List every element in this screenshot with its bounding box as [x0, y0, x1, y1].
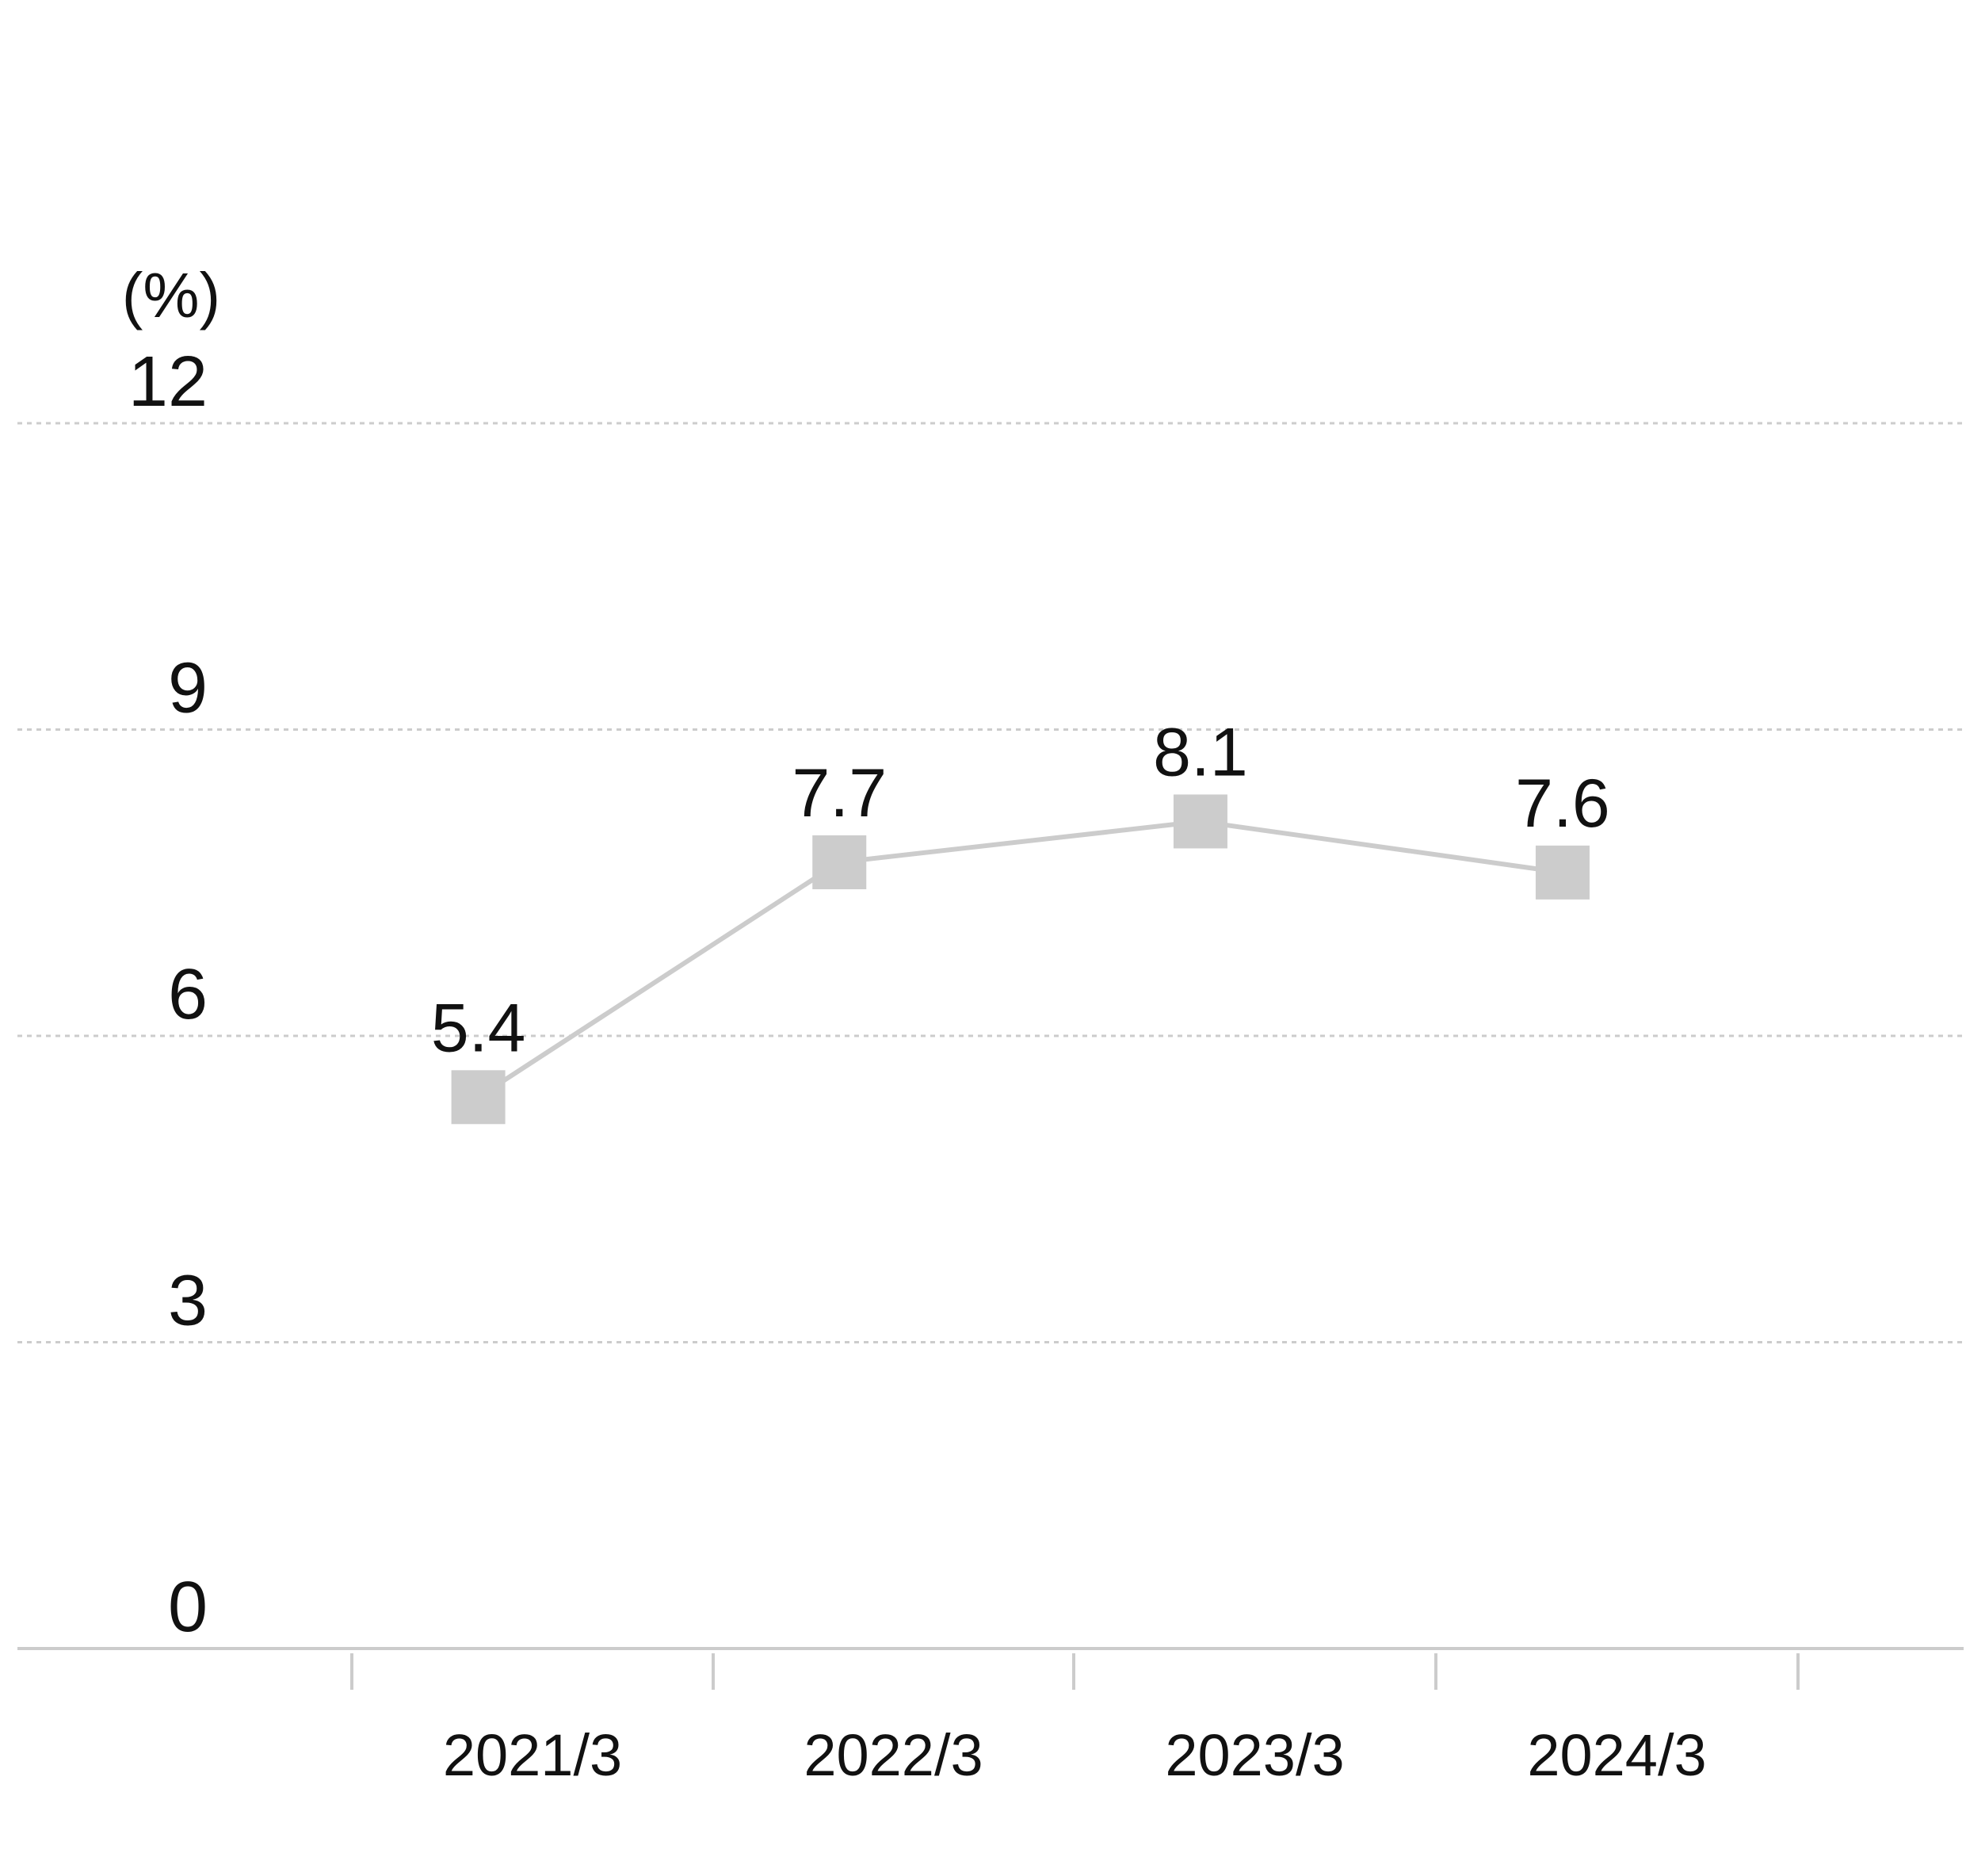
series — [451, 794, 1590, 1125]
y-unit-label: (%) — [122, 260, 220, 330]
series-line — [476, 819, 1563, 1099]
x-tick-label-2: 2023/3 — [1165, 1722, 1344, 1788]
x-tick-label-0: 2021/3 — [443, 1722, 622, 1788]
gridlines — [17, 422, 1964, 1343]
marker-2023/3 — [1173, 794, 1227, 849]
y-axis-ticks: 0 3 6 9 12 — [128, 342, 208, 1647]
x-axis-ticks: 2021/3 2022/3 2023/3 2024/3 — [443, 1722, 1707, 1788]
y-tick-label-9: 9 — [168, 649, 208, 728]
data-label-2023/3: 8.1 — [1153, 714, 1248, 790]
data-label-2021/3: 5.4 — [431, 990, 526, 1066]
marker-2022/3 — [812, 835, 867, 889]
x-axis — [17, 1647, 1964, 1690]
x-tick-label-1: 2022/3 — [804, 1722, 983, 1788]
y-tick-label-6: 6 — [168, 955, 208, 1034]
marker-2021/3 — [451, 1070, 506, 1125]
marker-2024/3 — [1535, 845, 1590, 900]
x-tick-label-3: 2024/3 — [1527, 1722, 1706, 1788]
data-label-2024/3: 7.6 — [1515, 766, 1610, 842]
data-labels: 5.4 7.7 8.1 7.6 — [431, 714, 1610, 1066]
y-tick-label-0: 0 — [168, 1568, 208, 1647]
y-tick-label-3: 3 — [168, 1262, 208, 1341]
y-tick-label-12: 12 — [128, 342, 208, 422]
data-label-2022/3: 7.7 — [792, 755, 887, 831]
